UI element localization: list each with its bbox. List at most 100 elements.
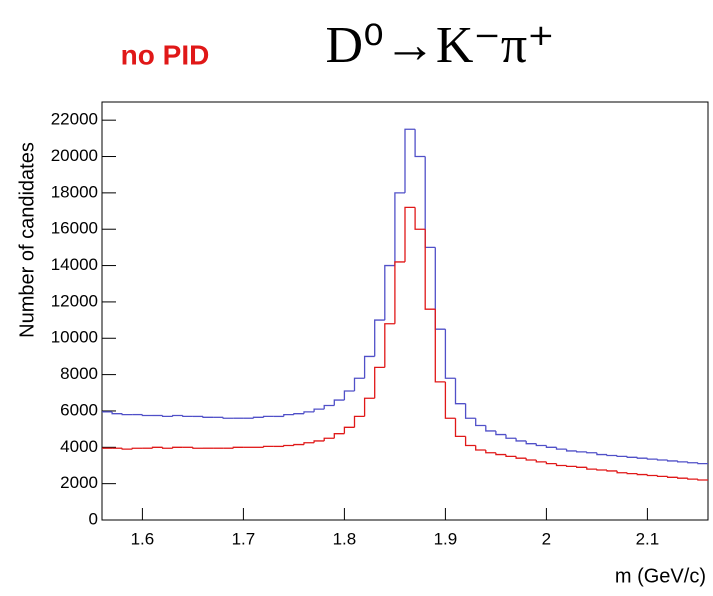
histogram-bin bbox=[283, 413, 294, 417]
histogram-bin bbox=[687, 461, 698, 464]
histogram-bin bbox=[343, 390, 355, 401]
histogram-bin bbox=[464, 436, 476, 447]
histogram-bin bbox=[454, 378, 466, 405]
histogram-bin bbox=[333, 433, 345, 439]
histogram-bin bbox=[252, 416, 264, 419]
histogram-bin bbox=[525, 440, 537, 445]
histogram-bin bbox=[687, 478, 698, 480]
histogram-bin bbox=[616, 455, 628, 458]
histogram-bin bbox=[384, 323, 395, 368]
histogram-bin bbox=[172, 446, 183, 449]
histogram-bin bbox=[424, 156, 436, 249]
histogram-bin bbox=[262, 445, 274, 448]
histogram-bin bbox=[434, 309, 446, 383]
histogram-bin bbox=[293, 413, 304, 415]
y-tick-label: 8000 bbox=[60, 364, 98, 383]
histogram-bin bbox=[515, 456, 527, 459]
histogram-bin bbox=[495, 452, 506, 456]
histogram-bin bbox=[697, 462, 708, 465]
histogram-bin bbox=[555, 447, 567, 450]
histogram-bin bbox=[202, 416, 214, 418]
x-tick-label: 2.1 bbox=[636, 529, 660, 548]
plot-frame bbox=[101, 101, 709, 521]
chart-subtitle: no PID bbox=[121, 39, 210, 70]
histogram-bin bbox=[172, 414, 183, 417]
histogram-bin bbox=[323, 404, 335, 410]
histogram-bin bbox=[111, 411, 123, 415]
x-tick-label: 2 bbox=[542, 529, 551, 548]
histogram-bin bbox=[333, 399, 345, 406]
histogram-bin bbox=[161, 447, 173, 449]
histogram-bin bbox=[414, 129, 426, 158]
histogram-bin bbox=[576, 450, 587, 453]
x-tick-label: 1.9 bbox=[434, 529, 458, 548]
histogram-bin bbox=[404, 206, 416, 262]
histogram-bin bbox=[141, 414, 153, 417]
y-tick-label: 12000 bbox=[51, 291, 98, 310]
histogram-bin bbox=[626, 472, 638, 475]
y-axis-label: Number of candidates bbox=[16, 142, 38, 338]
histogram-bin bbox=[697, 479, 708, 481]
histogram-bin bbox=[606, 454, 618, 457]
histogram-bin bbox=[576, 466, 587, 468]
histogram-bin bbox=[343, 426, 355, 434]
histogram-bin bbox=[131, 447, 143, 450]
histogram-bin bbox=[232, 446, 244, 449]
y-tick-label: 6000 bbox=[60, 400, 98, 419]
histogram-bin bbox=[596, 452, 607, 456]
x-tick-label: 1.8 bbox=[333, 529, 357, 548]
y-tick-label: 16000 bbox=[51, 219, 98, 238]
histogram-bin bbox=[565, 449, 577, 452]
histogram-bin bbox=[444, 381, 456, 419]
histogram-bin bbox=[636, 473, 648, 476]
histogram-bin bbox=[283, 444, 294, 447]
histogram-bin bbox=[121, 448, 133, 450]
y-tick-label: 22000 bbox=[51, 110, 98, 129]
y-tick-label: 0 bbox=[89, 509, 98, 528]
histogram-bin bbox=[192, 447, 203, 449]
chart-title: D⁰→K⁻π⁺ bbox=[325, 17, 554, 74]
histogram-bin bbox=[313, 440, 325, 443]
histogram-bin bbox=[515, 438, 527, 442]
histogram-bin bbox=[363, 355, 375, 379]
histogram-bin bbox=[464, 403, 476, 419]
histogram-bin bbox=[182, 415, 193, 418]
histogram-bin bbox=[666, 460, 678, 462]
histogram-bin bbox=[475, 445, 486, 451]
histogram-bin bbox=[646, 458, 658, 460]
histogram-bin bbox=[677, 477, 688, 479]
histogram-bin bbox=[636, 457, 648, 459]
histogram-bin bbox=[424, 229, 436, 310]
y-tick-label: 4000 bbox=[60, 437, 98, 456]
histogram-bin bbox=[394, 192, 405, 266]
y-tick-label: 10000 bbox=[51, 328, 98, 347]
histogram-bin bbox=[626, 456, 638, 458]
histogram-bin bbox=[454, 418, 466, 438]
histogram-bin bbox=[545, 445, 557, 448]
histogram-bin bbox=[616, 470, 628, 474]
histogram-bin bbox=[353, 415, 365, 428]
histogram-bin bbox=[414, 207, 426, 230]
histogram-bin bbox=[394, 261, 405, 324]
histogram-bin bbox=[374, 366, 385, 399]
y-tick-label: 2000 bbox=[60, 473, 98, 492]
histogram-bin bbox=[535, 443, 547, 447]
histogram-bin bbox=[475, 418, 486, 427]
histogram-bin bbox=[505, 454, 517, 458]
histogram-bin bbox=[303, 411, 315, 414]
histogram-bin bbox=[545, 461, 557, 465]
histogram-bin bbox=[485, 450, 496, 454]
histogram-bin bbox=[121, 413, 133, 416]
histogram-bin bbox=[505, 434, 517, 439]
histogram-bin bbox=[525, 458, 537, 461]
histogram-bin bbox=[161, 415, 173, 418]
histogram-bin bbox=[374, 319, 385, 357]
histogram-bin bbox=[535, 460, 547, 463]
histogram-bin bbox=[303, 442, 315, 445]
histogram-bin bbox=[495, 430, 506, 436]
histogram-bin bbox=[666, 476, 678, 478]
y-tick-label: 18000 bbox=[51, 182, 98, 201]
y-tick-label: 14000 bbox=[51, 255, 98, 274]
